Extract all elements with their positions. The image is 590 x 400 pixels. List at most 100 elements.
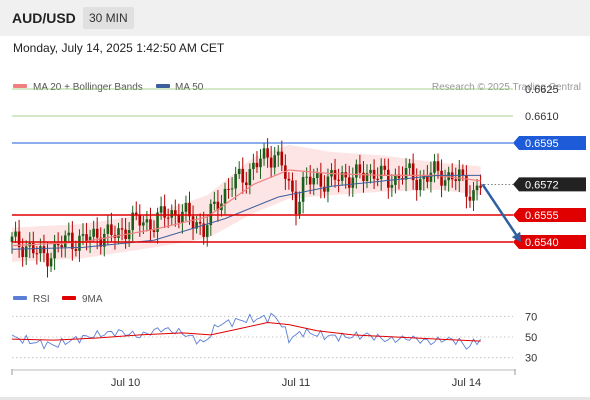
candle-body bbox=[170, 210, 174, 218]
candle-body bbox=[181, 211, 184, 223]
candle bbox=[472, 181, 475, 211]
candle-body bbox=[415, 180, 418, 191]
candle bbox=[408, 158, 411, 176]
candle-body bbox=[365, 173, 369, 182]
candle-body bbox=[53, 243, 56, 259]
candle bbox=[475, 179, 479, 201]
candle-body bbox=[369, 169, 372, 174]
forecast-arrow-shaft bbox=[481, 183, 518, 236]
candle-body bbox=[404, 168, 408, 180]
time-axis-labels: Jul 10 Jul 11 Jul 14 bbox=[111, 377, 481, 389]
candle-body bbox=[120, 228, 124, 230]
candle-body bbox=[465, 175, 468, 197]
candle bbox=[92, 220, 95, 242]
candle bbox=[308, 165, 312, 195]
candle bbox=[418, 170, 422, 197]
candle-body bbox=[294, 191, 298, 215]
candle-body bbox=[308, 176, 312, 185]
candle-body bbox=[223, 188, 227, 204]
candle bbox=[117, 222, 120, 245]
candle bbox=[390, 174, 394, 197]
candle bbox=[60, 235, 63, 258]
candle-body bbox=[301, 177, 305, 202]
candle-body bbox=[67, 232, 71, 236]
candle bbox=[276, 145, 280, 167]
candle-body bbox=[10, 236, 14, 242]
candle-body bbox=[255, 162, 259, 168]
candle-body bbox=[383, 165, 387, 170]
candle bbox=[10, 232, 14, 254]
rsi-legend-label: RSI bbox=[33, 294, 50, 305]
candle-body bbox=[74, 249, 78, 251]
candle-body bbox=[198, 222, 202, 224]
candle-body bbox=[472, 190, 475, 201]
candle-body bbox=[461, 169, 465, 176]
candle-body bbox=[418, 178, 422, 191]
candle bbox=[248, 163, 252, 195]
candle-body bbox=[443, 180, 447, 186]
candle-body bbox=[337, 179, 340, 181]
candle bbox=[255, 151, 259, 173]
candle bbox=[174, 199, 177, 227]
candle bbox=[184, 195, 188, 221]
time-axis-label: Jul 14 bbox=[452, 377, 481, 389]
candle bbox=[191, 205, 195, 240]
candle-body bbox=[312, 178, 316, 185]
candle-body bbox=[333, 170, 337, 180]
candle bbox=[78, 229, 81, 262]
candle bbox=[397, 165, 401, 190]
candle-body bbox=[429, 172, 433, 182]
candle-body bbox=[88, 236, 92, 242]
candle-body bbox=[184, 202, 188, 212]
candle-body bbox=[358, 164, 362, 173]
datetime-label: Monday, July 14, 2025 1:42:50 AM CET bbox=[13, 41, 225, 55]
candle-body bbox=[149, 219, 152, 231]
candle-body bbox=[216, 201, 220, 211]
candle bbox=[284, 154, 287, 190]
candle bbox=[35, 245, 39, 265]
forecast-arrow-head bbox=[511, 231, 521, 242]
candle-body bbox=[454, 179, 458, 181]
candle bbox=[365, 164, 369, 189]
candle-body bbox=[433, 161, 436, 173]
candle-body bbox=[117, 228, 120, 238]
ma20-legend-label: MA 20 + Bollinger Bands bbox=[33, 82, 143, 93]
candle-body bbox=[103, 233, 106, 247]
candle bbox=[443, 169, 447, 191]
candle bbox=[305, 167, 308, 185]
candle-body bbox=[266, 148, 269, 158]
candle bbox=[166, 208, 170, 228]
candle-body bbox=[213, 201, 216, 204]
candle bbox=[383, 158, 387, 176]
candle-body bbox=[284, 165, 287, 179]
candle-body bbox=[188, 202, 191, 217]
candle bbox=[131, 205, 134, 242]
candle bbox=[67, 222, 71, 243]
price-level-label: 0.6555 bbox=[525, 210, 559, 222]
candle bbox=[454, 167, 458, 191]
candle bbox=[273, 146, 276, 175]
candle bbox=[269, 146, 273, 178]
candle-body bbox=[14, 231, 17, 237]
candle-body bbox=[152, 230, 156, 232]
timeframe-button[interactable]: 30 MIN bbox=[83, 7, 134, 29]
candle-body bbox=[81, 234, 85, 236]
candle-body bbox=[248, 169, 252, 186]
candle-body bbox=[252, 162, 255, 170]
candle bbox=[351, 167, 355, 197]
candle-body bbox=[269, 157, 273, 168]
ma9-legend-label: 9MA bbox=[82, 294, 103, 305]
ma9-legend-swatch bbox=[62, 296, 76, 300]
candle-body bbox=[134, 212, 138, 216]
candle bbox=[95, 217, 99, 250]
rsi-tick-label: 70 bbox=[525, 311, 537, 323]
candle bbox=[376, 167, 379, 187]
candle bbox=[301, 171, 305, 214]
price-levels: 0.6625 0.6610 0.6595 0.6572 0.6555 0.6540 bbox=[12, 84, 586, 249]
candle-body bbox=[56, 243, 60, 246]
candle-body bbox=[32, 242, 35, 254]
rsi-legend-swatch bbox=[13, 296, 27, 300]
candle-body bbox=[355, 164, 358, 178]
candle-body bbox=[287, 178, 291, 181]
